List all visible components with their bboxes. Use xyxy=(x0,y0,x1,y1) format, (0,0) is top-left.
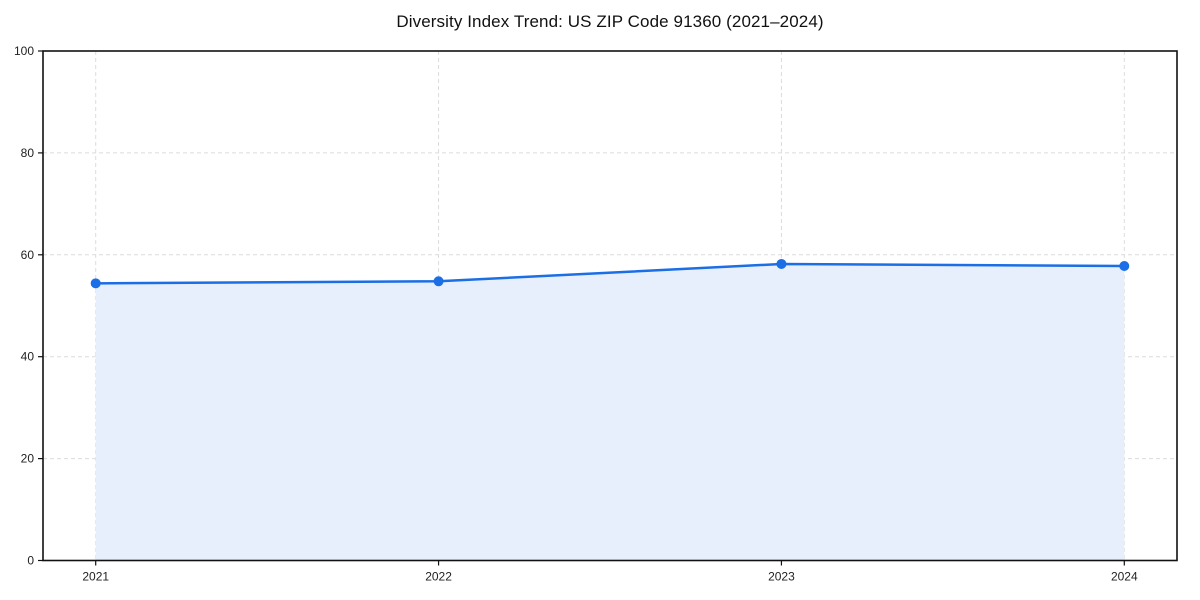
x-tick-label: 2023 xyxy=(768,570,795,584)
y-tick-label: 80 xyxy=(21,146,35,160)
y-tick-label: 40 xyxy=(21,350,35,364)
y-tick-label: 60 xyxy=(21,248,35,262)
trend-line xyxy=(94,262,1126,285)
area-fill xyxy=(95,263,1125,561)
data-point-2022 xyxy=(433,276,444,287)
x-tick-label: 2022 xyxy=(425,570,452,584)
y-tick-label: 0 xyxy=(27,554,34,568)
x-tick-label: 2024 xyxy=(1111,570,1138,584)
x-tick-label: 2021 xyxy=(82,570,109,584)
data-point-2021 xyxy=(90,278,101,289)
y-tick-label: 100 xyxy=(14,44,34,58)
chart-title: Diversity Index Trend: US ZIP Code 91360… xyxy=(396,12,824,31)
y-tick-label: 20 xyxy=(21,452,35,466)
plot-border xyxy=(42,50,1178,562)
data-point-2023 xyxy=(776,258,787,269)
data-point-2024 xyxy=(1119,261,1130,272)
